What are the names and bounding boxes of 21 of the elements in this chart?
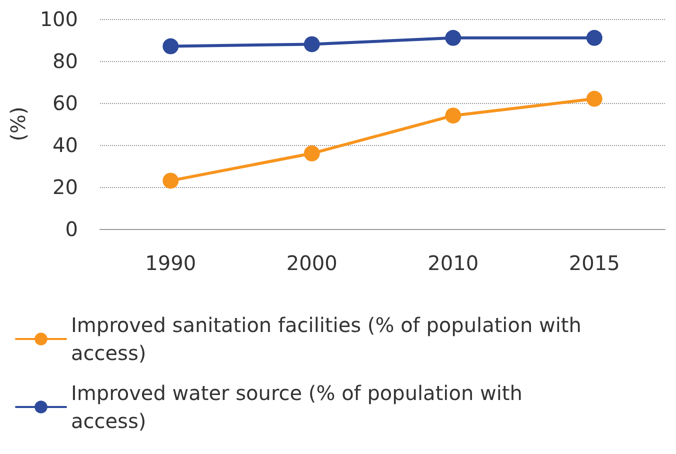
y-tick-label: 20: [52, 175, 78, 199]
point: [162, 172, 179, 189]
legend-label: Improved water source (% of population with access): [71, 381, 529, 433]
point: [162, 38, 179, 54]
y-tick-label: 0: [65, 217, 78, 241]
y-tick-label: 40: [52, 133, 78, 157]
x-tick-label: 1990: [145, 251, 196, 275]
y-axis-title: (%): [6, 106, 30, 142]
x-tick-label: 2000: [286, 251, 338, 275]
point: [304, 145, 320, 162]
legend-label: Improved sanitation facilities (% of population with access): [71, 313, 588, 365]
y-tick-label: 100: [40, 7, 78, 31]
point: [586, 90, 602, 107]
point: [445, 108, 462, 124]
point: [586, 30, 602, 46]
x-tick-label: 2015: [568, 251, 620, 275]
point: [445, 30, 462, 46]
point: [304, 36, 320, 52]
y-tick-label: 80: [52, 49, 78, 73]
y-tick-label: 60: [52, 91, 78, 115]
x-tick-label: 2010: [428, 251, 479, 275]
